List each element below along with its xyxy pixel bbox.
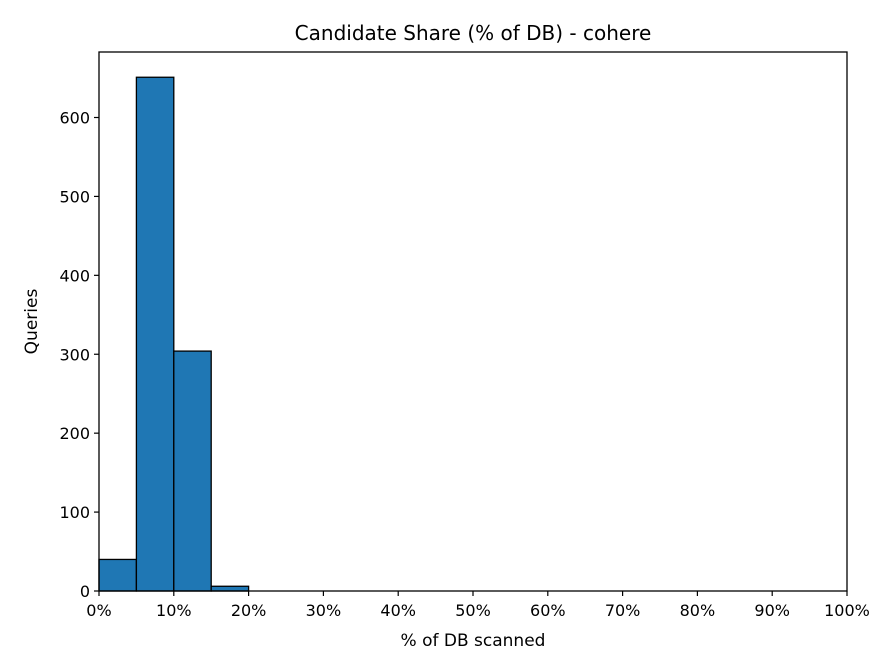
x-tick-label: 90% [754,601,790,620]
x-tick-label: 70% [605,601,641,620]
x-tick-label: 50% [455,601,491,620]
x-tick-label: 10% [156,601,192,620]
x-axis-ticks: 0% 10% 20% 30% 40% 50% 60% 70% 80% 90% 100% [86,591,870,620]
y-axis-label: Queries [22,289,42,355]
y-tick-label: 300 [59,345,90,364]
bars-group [98,76,250,592]
x-tick-label: 0% [86,601,111,620]
chart-title: Candidate Share (% of DB) - cohere [295,21,652,45]
y-tick-label: 200 [59,424,90,443]
y-tick-label: 400 [59,266,90,285]
x-tick-label: 30% [306,601,342,620]
x-tick-label: 20% [231,601,267,620]
y-tick-label: 600 [59,109,90,128]
x-axis-label: % of DB scanned [401,631,546,651]
x-tick-label: 60% [530,601,566,620]
y-tick-label: 0 [80,582,90,601]
histogram-bar [173,350,212,592]
y-tick-label: 500 [59,187,90,206]
histogram-bar [135,76,175,592]
x-tick-label: 80% [680,601,716,620]
plot-frame [98,51,848,592]
histogram-bar [210,585,250,592]
histogram-bar [98,558,138,592]
y-tick-label: 100 [59,503,90,522]
x-tick-label: 100% [824,601,870,620]
x-tick-label: 40% [380,601,416,620]
y-axis-ticks: 0 100 200 300 400 500 600 [59,109,99,601]
